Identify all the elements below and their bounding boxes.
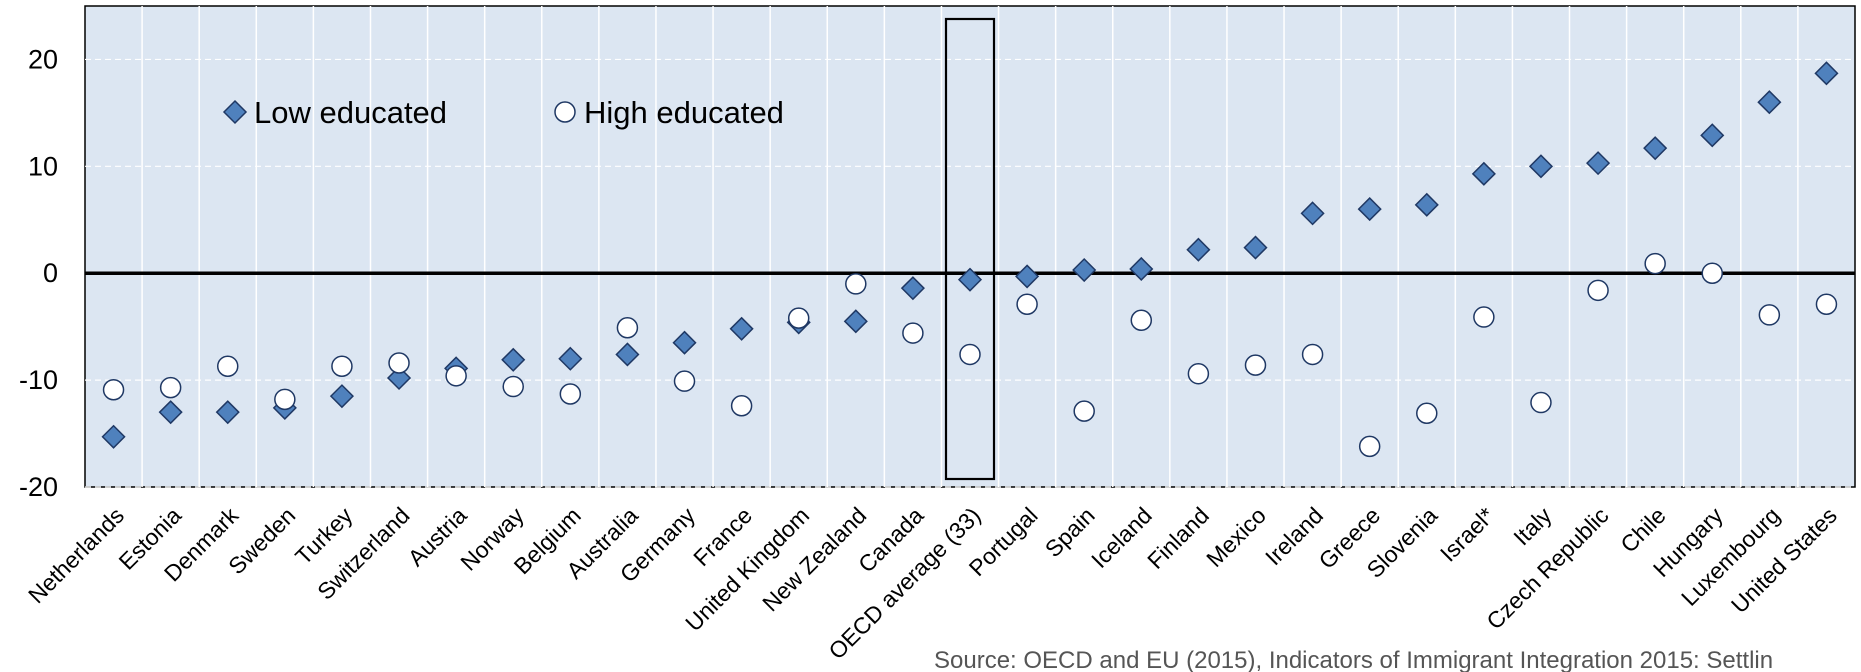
diamond-marker — [1643, 136, 1668, 161]
diamond-marker — [1243, 235, 1268, 260]
circle-marker — [1301, 343, 1324, 366]
circle-marker — [845, 273, 867, 295]
legend-label: Low educated — [254, 95, 447, 130]
y-tick-label: 10 — [28, 151, 58, 181]
x-tick-label: Israel* — [1435, 502, 1500, 567]
circle-marker — [1587, 279, 1609, 302]
x-tick-label: Iceland — [1086, 502, 1157, 573]
circle-marker — [1644, 252, 1666, 275]
circle-marker — [388, 352, 410, 374]
circle-marker — [502, 375, 524, 398]
circle-marker — [787, 307, 810, 329]
legend-label: High educated — [584, 95, 784, 130]
diamond-marker — [1471, 161, 1496, 186]
circle-marker — [1530, 391, 1552, 414]
circle-marker — [673, 370, 696, 392]
diamond-marker — [1186, 237, 1211, 262]
diamond-marker — [1586, 151, 1611, 176]
diamond-marker — [615, 342, 640, 367]
diamond-marker — [729, 316, 754, 341]
circle-marker — [730, 395, 753, 417]
diamond-marker — [957, 267, 983, 292]
diamond-marker — [1757, 90, 1782, 115]
y-tick-label: 20 — [28, 44, 58, 74]
diamond-marker — [501, 347, 526, 372]
source-note: Source: OECD and EU (2015), Indicators o… — [934, 647, 1773, 672]
circle-marker — [102, 378, 125, 401]
circle-marker — [959, 343, 981, 366]
circle-marker — [1358, 435, 1381, 458]
diamond-marker — [1528, 154, 1554, 179]
circle-marker — [216, 355, 239, 377]
circle-marker — [554, 101, 576, 123]
diamond-marker — [215, 400, 240, 425]
diamond-marker — [1129, 256, 1154, 282]
diamond-marker — [1300, 201, 1325, 226]
circle-marker — [331, 355, 353, 377]
circle-marker — [1073, 400, 1095, 422]
diamond-marker — [1814, 61, 1839, 86]
circle-marker — [559, 383, 582, 405]
circle-marker — [1758, 304, 1781, 326]
marks — [101, 61, 1839, 458]
y-tick-label: -20 — [19, 472, 58, 502]
diamond-marker — [101, 424, 126, 449]
circle-marker — [274, 388, 296, 411]
diamond-marker — [329, 384, 354, 409]
diamond-marker — [843, 309, 868, 334]
diamond-marker — [1414, 192, 1439, 217]
diamond-marker — [558, 346, 583, 371]
circle-marker — [1244, 354, 1267, 376]
diamond-marker — [222, 99, 248, 125]
diamond-marker — [1072, 257, 1097, 283]
y-tick-label: -10 — [19, 365, 58, 395]
diamond-marker — [158, 400, 183, 425]
plot-area — [84, 5, 1856, 488]
y-tick-label: 0 — [43, 258, 58, 288]
highlight-box — [944, 17, 996, 481]
circle-marker — [1815, 293, 1838, 315]
diamond-marker — [386, 365, 412, 391]
circle-marker — [1701, 262, 1724, 284]
circle-marker — [1187, 362, 1210, 385]
diamond-marker — [1700, 123, 1725, 148]
x-tick-label: Finland — [1142, 502, 1214, 574]
diamond-marker — [900, 276, 925, 301]
x-tick-label: Italy — [1508, 502, 1557, 551]
grid — [85, 6, 1855, 488]
x-tick-label: Netherlands — [23, 502, 129, 608]
circle-marker — [159, 376, 182, 399]
circle-marker — [1416, 402, 1438, 424]
x-tick-label: Mexico — [1201, 502, 1271, 572]
circle-marker — [902, 322, 924, 344]
circle-marker — [1016, 293, 1038, 315]
diamond-marker — [672, 330, 697, 355]
circle-marker — [616, 316, 639, 339]
diamond-marker — [1357, 197, 1382, 222]
circle-marker — [1473, 306, 1495, 328]
circle-marker — [445, 365, 467, 387]
circle-marker — [1130, 309, 1153, 332]
diamond-marker — [1015, 264, 1040, 289]
